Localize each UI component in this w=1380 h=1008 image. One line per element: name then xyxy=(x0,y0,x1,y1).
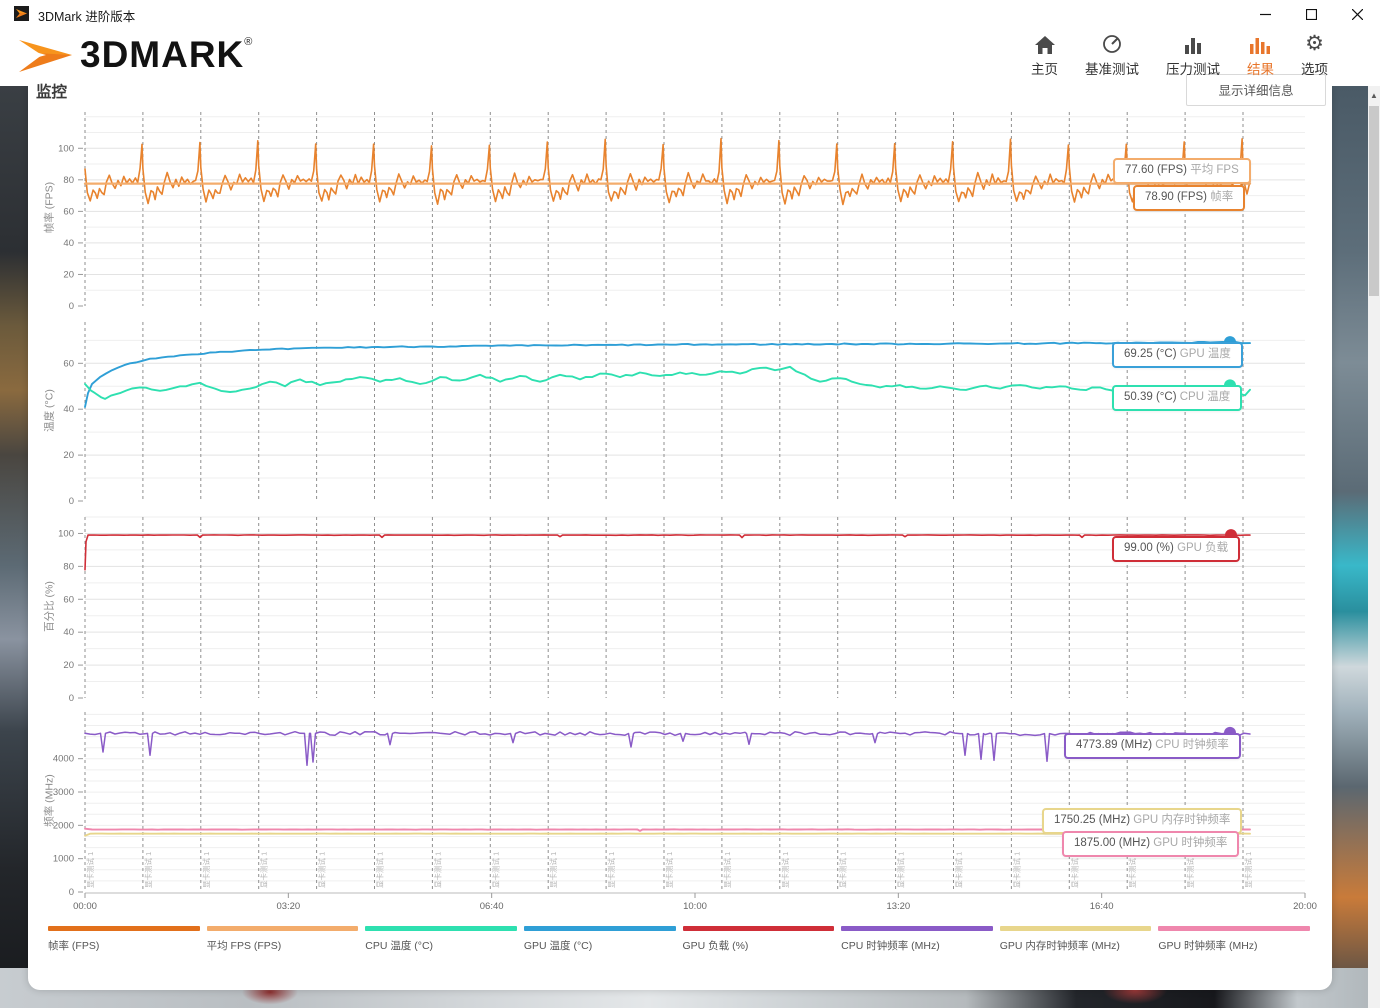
background-art-right xyxy=(1332,86,1368,1008)
vertical-scrollbar[interactable]: ▲ xyxy=(1368,86,1380,1008)
legend-item-2[interactable]: CPU 温度 (°C) xyxy=(365,926,517,953)
show-details-button[interactable]: 显示详细信息 xyxy=(1186,74,1326,106)
page-title: 监控 xyxy=(36,84,68,101)
tooltip-avg-fps: 77.60 (FPS) 平均 FPS xyxy=(1113,158,1251,184)
scrollbar-up-icon[interactable]: ▲ xyxy=(1370,91,1378,100)
y-axis-title-temp: 温度 (°C) xyxy=(43,389,56,432)
tooltip-gpu-load: 99.00 (%) GPU 负载 xyxy=(1112,536,1241,562)
nav-results[interactable]: 结果 xyxy=(1247,31,1274,78)
legend-label: 帧率 (FPS) xyxy=(48,940,100,952)
legend-label: CPU 时钟频率 (MHz) xyxy=(841,940,940,952)
legend-swatch xyxy=(206,926,359,931)
close-button[interactable] xyxy=(1334,0,1380,28)
tooltip-cpu-clock: 4773.89 (MHz) CPU 时钟频率 xyxy=(1064,733,1241,759)
nav-options[interactable]: ⚙ 选项 xyxy=(1301,32,1328,78)
titlebar: 3DMark 进阶版本 xyxy=(0,0,1380,28)
scrollbar-thumb[interactable] xyxy=(1369,106,1379,296)
nav-home[interactable]: 主页 xyxy=(1031,31,1058,78)
main-nav: 主页 基准测试 压力测试 结果 ⚙ 选项 xyxy=(1031,31,1328,78)
legend-item-1[interactable]: 平均 FPS (FPS) xyxy=(206,926,359,953)
gear-icon: ⚙ xyxy=(1305,32,1324,55)
window-title: 3DMark 进阶版本 xyxy=(38,10,136,24)
y-axis-title-fps: 帧率 (FPS) xyxy=(43,181,56,234)
bar-chart-icon xyxy=(1182,31,1204,55)
home-icon xyxy=(1034,31,1056,55)
legend-label: 平均 FPS (FPS) xyxy=(206,940,282,952)
legend-item-0[interactable]: 帧率 (FPS) xyxy=(48,926,200,953)
legend-label: GPU 内存时钟频率 (MHz) xyxy=(999,940,1120,952)
legend-label: GPU 温度 (°C) xyxy=(523,940,593,952)
legend-swatch xyxy=(365,926,517,931)
legend-item-7[interactable]: GPU 时钟频率 (MHz) xyxy=(1158,926,1310,953)
tooltip-gpu-temp: 69.25 (°C) GPU 温度 xyxy=(1112,342,1243,368)
logo-arrow-icon xyxy=(19,40,72,72)
legend-label: GPU 负载 (%) xyxy=(682,940,749,952)
app-icon xyxy=(14,6,29,21)
gauge-icon xyxy=(1101,31,1123,55)
legend-swatch xyxy=(523,926,676,931)
legend-swatch xyxy=(999,926,1152,931)
legend-swatch xyxy=(682,926,835,931)
chart-legend: 帧率 (FPS) 平均 FPS (FPS) CPU 温度 (°C) GPU 温度 (°… xyxy=(48,926,1310,953)
legend-item-4[interactable]: GPU 负载 (%) xyxy=(682,926,835,953)
legend-item-5[interactable]: CPU 时钟频率 (MHz) xyxy=(841,926,993,953)
y-axis-title-freq: 频率 (MHz) xyxy=(43,774,56,827)
legend-label: GPU 时钟频率 (MHz) xyxy=(1158,940,1258,952)
tooltip-fps: 78.90 (FPS) 帧率 xyxy=(1133,185,1246,211)
app-logo: 3DMARK® xyxy=(16,32,253,78)
legend-swatch xyxy=(1158,926,1310,931)
results-chart-icon xyxy=(1249,31,1273,55)
maximize-button[interactable] xyxy=(1288,0,1334,28)
background-art-left xyxy=(0,86,28,1008)
legend-swatch xyxy=(841,926,993,931)
nav-stress-tests[interactable]: 压力测试 xyxy=(1166,31,1220,78)
y-axis-title-percent: 百分比 (%) xyxy=(43,581,56,632)
minimize-button[interactable] xyxy=(1242,0,1288,28)
nav-benchmarks[interactable]: 基准测试 xyxy=(1085,31,1139,78)
legend-label: CPU 温度 (°C) xyxy=(365,940,434,952)
tooltip-cpu-temp: 50.39 (°C) CPU 温度 xyxy=(1112,385,1243,411)
window-controls xyxy=(1242,0,1380,28)
legend-item-3[interactable]: GPU 温度 (°C) xyxy=(523,926,676,953)
logo-text: 3DMARK® xyxy=(80,34,254,75)
legend-swatch xyxy=(48,926,200,931)
legend-item-6[interactable]: GPU 内存时钟频率 (MHz) xyxy=(999,926,1152,953)
tooltip-gpu-clock: 1875.00 (MHz) GPU 时钟频率 xyxy=(1062,831,1240,857)
